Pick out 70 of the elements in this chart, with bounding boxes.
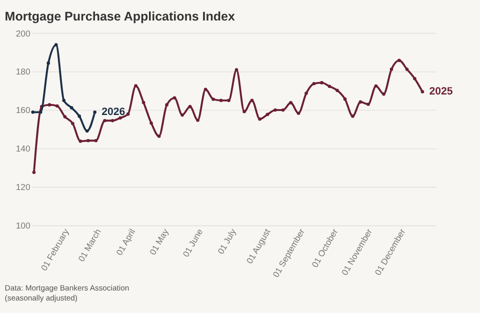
point bbox=[212, 98, 215, 101]
point bbox=[266, 112, 270, 116]
point bbox=[85, 129, 89, 133]
point bbox=[70, 106, 74, 110]
point bbox=[31, 110, 35, 114]
point bbox=[358, 100, 362, 104]
point bbox=[54, 43, 58, 46]
point bbox=[420, 90, 424, 94]
point bbox=[78, 114, 82, 118]
point bbox=[126, 112, 130, 116]
point bbox=[110, 118, 114, 122]
point bbox=[219, 98, 223, 102]
point bbox=[242, 110, 246, 114]
point bbox=[63, 115, 67, 118]
point bbox=[304, 92, 308, 95]
point bbox=[46, 61, 50, 65]
point bbox=[71, 122, 74, 126]
point bbox=[86, 138, 90, 142]
point bbox=[234, 68, 238, 72]
point bbox=[150, 121, 153, 125]
y-tick-label: 140 bbox=[16, 144, 30, 154]
point bbox=[204, 88, 208, 92]
point bbox=[413, 77, 416, 80]
point bbox=[32, 170, 36, 174]
chart-title: Mortgage Purchase Applications Index bbox=[4, 9, 235, 24]
point bbox=[366, 102, 370, 106]
point bbox=[274, 108, 277, 112]
point bbox=[351, 114, 354, 118]
point bbox=[250, 98, 254, 102]
point bbox=[328, 84, 332, 88]
point bbox=[382, 92, 386, 96]
point bbox=[281, 108, 285, 112]
point bbox=[38, 110, 42, 114]
point bbox=[398, 58, 401, 62]
point bbox=[103, 118, 106, 122]
point bbox=[227, 98, 230, 102]
point bbox=[320, 81, 324, 84]
point bbox=[165, 103, 168, 107]
point bbox=[188, 104, 192, 108]
point bbox=[93, 110, 96, 114]
point bbox=[405, 68, 409, 71]
point bbox=[289, 101, 292, 104]
point bbox=[94, 138, 98, 142]
series-label: 2025 bbox=[429, 86, 453, 98]
point bbox=[343, 97, 347, 101]
y-tick-label: 100 bbox=[16, 220, 30, 231]
y-tick-label: 200 bbox=[16, 28, 30, 38]
point bbox=[390, 68, 394, 71]
point bbox=[56, 104, 59, 108]
point bbox=[180, 113, 184, 117]
point bbox=[62, 98, 66, 102]
point bbox=[296, 112, 300, 115]
text: Data: Mortgage Bankers Association bbox=[4, 284, 130, 293]
point bbox=[118, 116, 122, 120]
series-label: 2026 bbox=[102, 106, 126, 118]
point bbox=[134, 84, 138, 88]
y-tick-label: 180 bbox=[16, 66, 30, 77]
point bbox=[374, 84, 378, 88]
point bbox=[336, 88, 339, 92]
point bbox=[157, 134, 161, 138]
y-tick-label: 160 bbox=[16, 105, 30, 116]
point bbox=[48, 103, 52, 107]
point bbox=[312, 82, 316, 86]
point bbox=[142, 100, 146, 104]
y-tick-label: 120 bbox=[16, 182, 30, 192]
point bbox=[172, 96, 176, 100]
point bbox=[258, 117, 262, 121]
text: (seasonally adjusted) bbox=[4, 293, 78, 302]
point bbox=[196, 118, 200, 122]
point bbox=[78, 140, 82, 143]
